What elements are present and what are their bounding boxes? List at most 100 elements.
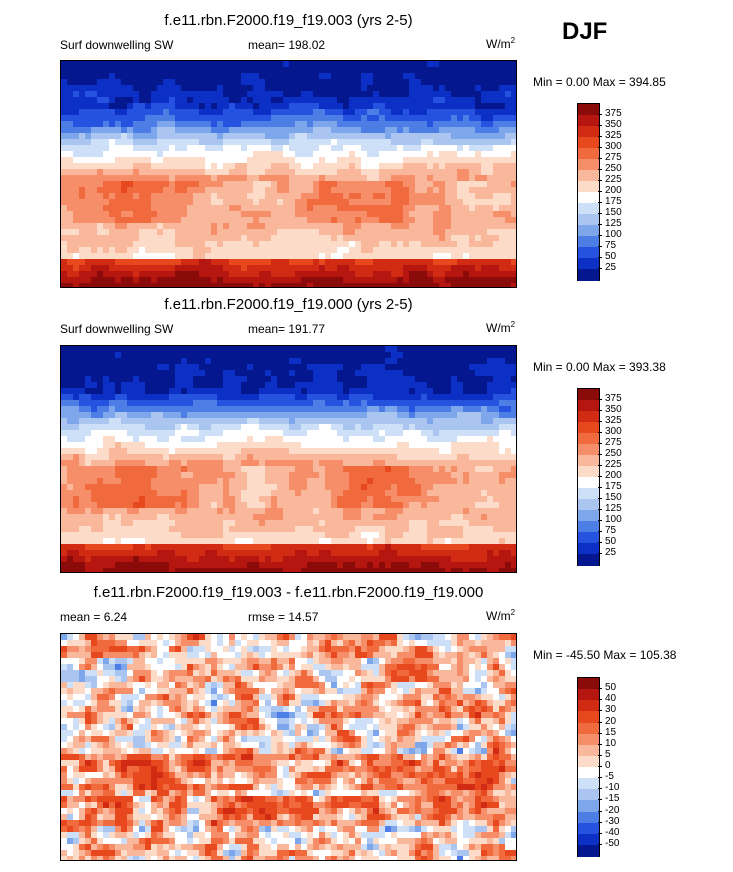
field-cell: [445, 73, 452, 80]
field-cell: [301, 97, 308, 104]
field-cell: [73, 247, 80, 254]
field-cell: [325, 358, 332, 365]
field-cell: [355, 79, 362, 86]
field-cell: [211, 376, 218, 383]
field-cell: [205, 193, 212, 200]
field-cell: [337, 61, 344, 68]
field-cell: [499, 193, 506, 200]
field-cell: [187, 193, 194, 200]
field-cell: [91, 259, 98, 266]
field-cell: [109, 277, 116, 284]
field-cell: [265, 448, 272, 455]
field-cell: [253, 271, 260, 278]
field-cell: [295, 199, 302, 206]
field-cell: [319, 514, 326, 521]
field-cell: [157, 199, 164, 206]
field-cell: [175, 508, 182, 515]
field-cell: [469, 163, 476, 170]
field-cell: [463, 121, 470, 128]
field-cell: [133, 442, 140, 449]
field-cell: [313, 199, 320, 206]
field-cell: [283, 67, 290, 74]
field-cell: [337, 508, 344, 515]
field-cell: [277, 193, 284, 200]
field-cell: [139, 79, 146, 86]
field-cell: [325, 175, 332, 182]
field-cell: [97, 91, 104, 98]
field-cell: [79, 382, 86, 389]
field-cell: [247, 466, 254, 473]
field-cell: [79, 67, 86, 74]
field-cell: [163, 352, 170, 359]
field-cell: [403, 223, 410, 230]
field-cell: [481, 109, 488, 116]
field-cell: [247, 223, 254, 230]
field-cell: [325, 400, 332, 407]
field-cell: [151, 205, 158, 212]
field-cell: [505, 151, 512, 158]
field-cell: [403, 253, 410, 260]
field-cell: [493, 187, 500, 194]
field-cell: [253, 187, 260, 194]
field-cell: [505, 85, 512, 92]
field-cell: [475, 223, 482, 230]
field-cell: [67, 133, 74, 140]
field-cell: [385, 229, 392, 236]
field-cell: [211, 520, 218, 527]
field-cell: [505, 235, 512, 242]
field-cell: [187, 79, 194, 86]
field-cell: [211, 103, 218, 110]
field-cell: [205, 163, 212, 170]
field-cell: [367, 217, 374, 224]
field-cell: [247, 271, 254, 278]
field-cell: [367, 532, 374, 539]
field-cell: [463, 109, 470, 116]
field-cell: [283, 121, 290, 128]
field-cell: [373, 430, 380, 437]
field-cell: [493, 127, 500, 134]
field-cell: [229, 436, 236, 443]
field-cell: [115, 466, 122, 473]
field-cell: [445, 127, 452, 134]
field-cell: [421, 205, 428, 212]
field-cell: [367, 265, 374, 272]
field-cell: [229, 157, 236, 164]
field-cell: [115, 352, 122, 359]
field-cell: [313, 253, 320, 260]
field-cell: [283, 157, 290, 164]
field-cell: [313, 484, 320, 491]
field-cell: [181, 229, 188, 236]
field-cell: [319, 121, 326, 128]
field-cell: [139, 496, 146, 503]
field-cell: [187, 490, 194, 497]
field-cell: [175, 187, 182, 194]
field-cell: [379, 205, 386, 212]
field-cell: [301, 175, 308, 182]
field-cell: [301, 187, 308, 194]
field-cell: [211, 454, 218, 461]
field-cell: [127, 496, 134, 503]
field-cell: [439, 271, 446, 278]
field-cell: [367, 406, 374, 413]
field-cell: [229, 163, 236, 170]
field-cell: [217, 103, 224, 110]
field-cell: [67, 388, 74, 395]
field-cell: [253, 430, 260, 437]
field-cell: [493, 85, 500, 92]
field-cell: [187, 217, 194, 224]
field-cell: [505, 163, 512, 170]
field-cell: [217, 508, 224, 515]
field-cell: [445, 109, 452, 116]
field-cell: [97, 217, 104, 224]
field-cell: [109, 97, 116, 104]
field-cell: [265, 460, 272, 467]
field-cell: [505, 223, 512, 230]
field-cell: [499, 151, 506, 158]
field-cell: [181, 478, 188, 485]
field-cell: [145, 466, 152, 473]
field-cell: [127, 382, 134, 389]
field-cell: [391, 139, 398, 146]
field-cell: [409, 91, 416, 98]
field-cell: [367, 460, 374, 467]
field-cell: [427, 151, 434, 158]
